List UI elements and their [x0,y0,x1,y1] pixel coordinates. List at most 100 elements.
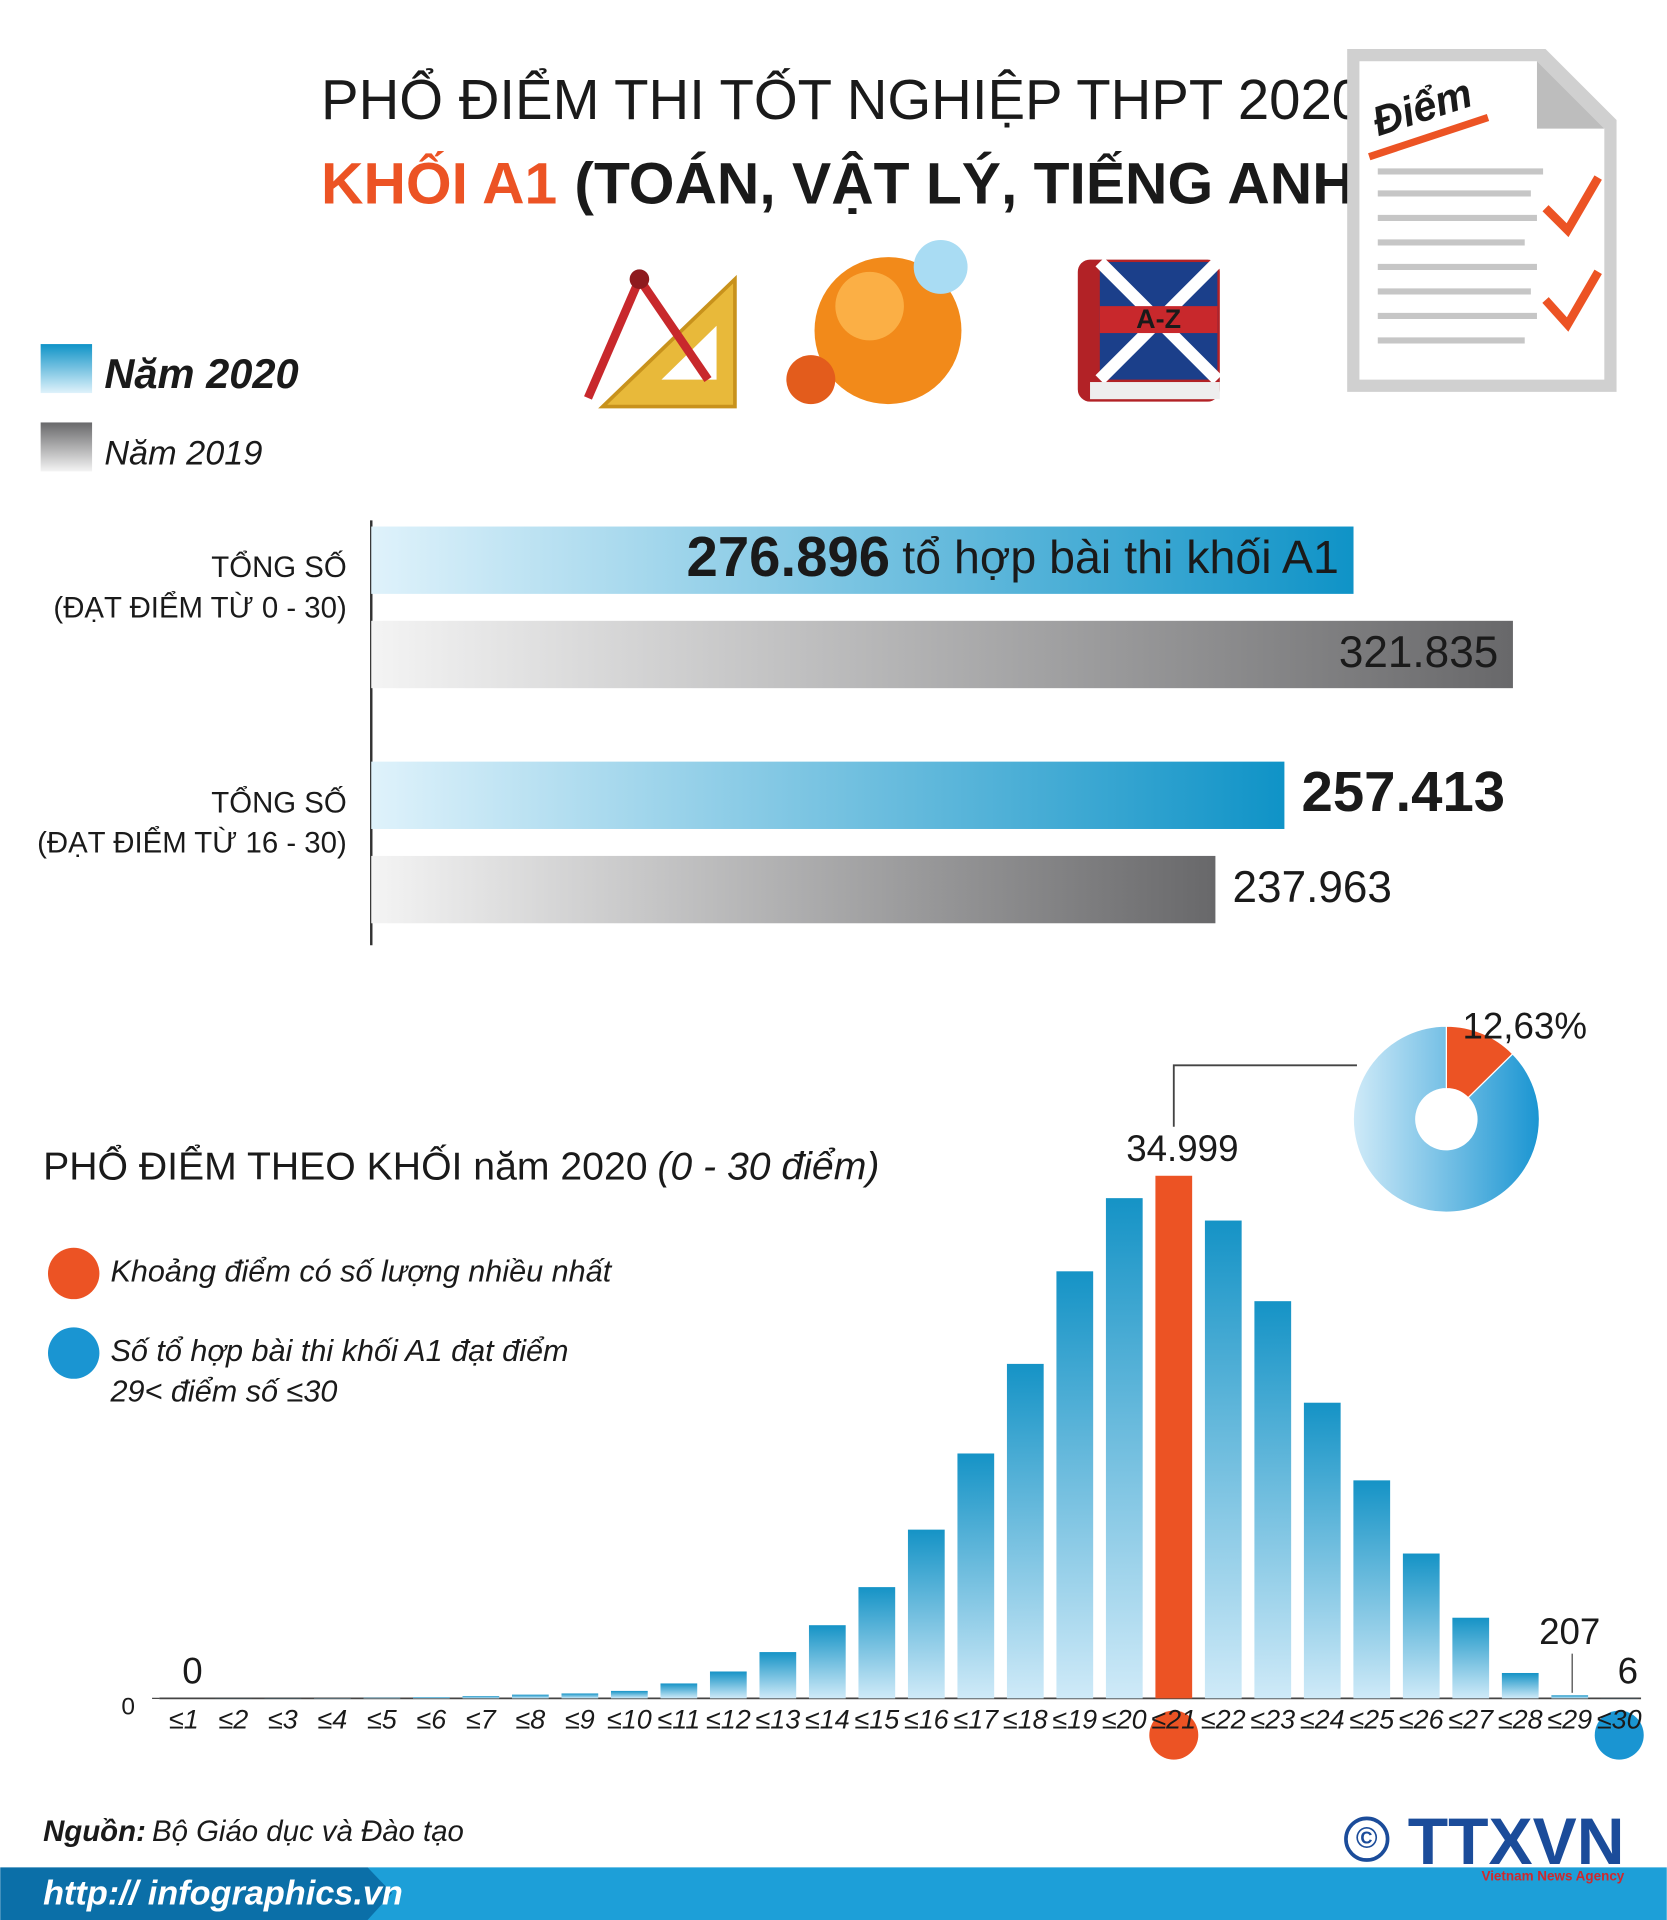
x-tick-label: ≤17 [953,1705,999,1735]
bar [413,1697,450,1699]
bar [808,1625,846,1699]
url: http:// infographics.vn [43,1875,403,1913]
chart-title: PHỔ ĐIỂM THEO KHỐI năm 2020 (0 - 30 điểm) [43,1144,879,1189]
category-label: (ĐẠT ĐIỂM TỪ 0 - 30) [53,591,346,625]
value-label: 34.999 [1126,1128,1238,1169]
x-tick-label: ≤12 [706,1705,751,1735]
book-label: A-Z [1136,304,1181,334]
bar [957,1453,995,1699]
legend-label: Số tổ hợp bài thi khối A1 đạt điểm [110,1334,568,1368]
subtitle-rest: (TOÁN, VẬT LÝ, TIẾNG ANH) [574,149,1374,216]
annotation: tổ hợp bài thi khối A1 [902,531,1339,583]
x-tick-label: ≤29 [1547,1705,1592,1735]
bar [1551,1695,1589,1699]
bar [907,1529,945,1699]
title-note: (0 - 30 điểm) [657,1146,879,1189]
legend-label: Khoảng điểm có số lượng nhiều nhất [110,1255,612,1289]
x-tick-label: ≤10 [607,1705,652,1735]
source: Nguồn: Bộ Giáo dục và Đào tạo [43,1815,464,1848]
x-tick-label: ≤15 [854,1705,900,1735]
value-text: 237.963 [1233,863,1392,912]
value-label: 237.963 [1233,863,1392,912]
bar [1056,1271,1094,1699]
source-text: Bộ Giáo dục và Đào tạo [152,1815,464,1848]
book-icon: A-Z [1077,257,1222,402]
legend-label: 29< điểm số ≤30 [109,1375,337,1409]
x-tick-label: ≤9 [565,1705,595,1735]
bar [1353,1480,1391,1699]
title: PHỔ ĐIỂM THI TỐT NGHIỆP THPT 2020 [321,68,1363,131]
x-tick-label: ≤8 [515,1705,545,1735]
x-tick-label: ≤18 [1003,1705,1048,1735]
bar [1254,1301,1292,1699]
x-tick-label: ≤3 [268,1705,298,1735]
legend-label: Năm 2020 [104,350,298,397]
legend-swatch [40,422,93,472]
x-tick-label: ≤28 [1498,1705,1543,1735]
x-tick-label: ≤19 [1052,1705,1097,1735]
x-tick-label: ≤26 [1399,1705,1444,1735]
bar [1402,1553,1440,1699]
x-tick-label: ≤30 [1597,1705,1642,1735]
physics-icon [786,240,968,405]
bar [371,526,1354,594]
bar [371,620,1513,689]
bar [759,1652,797,1699]
value-text: 276.896 [687,525,891,588]
bar [1303,1402,1341,1699]
copyright-ring [1344,1816,1390,1862]
x-tick-label: ≤6 [417,1705,447,1735]
category-label: TỔNG SỐ [211,785,346,819]
title-text: PHỔ ĐIỂM THEO KHỐI năm 2020 [43,1144,647,1189]
bar [1155,1175,1193,1699]
x-tick-label: ≤21 [1151,1705,1196,1735]
category-label: TỔNG SỐ [211,550,346,584]
bar [1501,1672,1539,1699]
bar [1204,1220,1242,1699]
x-tick-label: ≤13 [755,1705,800,1735]
bar [858,1587,896,1699]
value-label: 276.896 tổ hợp bài thi khối A1 [687,525,1339,588]
bar [709,1671,747,1699]
subtitle: KHỐI A1 (TOÁN, VẬT LÝ, TIẾNG ANH) [321,149,1374,216]
document-icon: Điểm [1347,48,1617,392]
x-tick-label: ≤22 [1201,1705,1246,1735]
bar [610,1690,648,1699]
x-tick-label: ≤20 [1102,1705,1147,1735]
value-text: 257.413 [1302,760,1506,823]
legend-dot [47,1247,100,1300]
x-tick-label: ≤7 [466,1705,497,1735]
bar [561,1693,599,1699]
bar [1452,1617,1490,1699]
marker-dot [1149,1710,1199,1760]
bar [462,1696,500,1699]
value-text: 321.835 [1339,628,1498,677]
value-label: 257.413 [1302,760,1506,823]
x-tick-label: ≤4 [318,1705,348,1735]
bar [371,761,1285,829]
math-icon [584,269,737,409]
copyright: © [1356,1822,1378,1855]
x-tick-label: ≤24 [1300,1705,1345,1735]
bar [660,1683,698,1699]
logo: TTXVN [1408,1805,1625,1879]
legend-dot [47,1327,100,1379]
source-label: Nguồn: [43,1815,146,1848]
x-tick-label: ≤23 [1250,1705,1295,1735]
subtitle-highlight: KHỐI A1 [321,150,557,216]
y-tick-label: 0 [121,1694,135,1721]
bar [363,1697,401,1699]
footer-band-dark [0,1867,393,1920]
category-label: (ĐẠT ĐIỂM TỪ 16 - 30) [37,826,347,860]
value-label: 207 [1539,1611,1600,1652]
x-tick-label: ≤14 [805,1705,850,1735]
footer-band [318,1867,1667,1920]
x-tick-label: ≤11 [657,1705,700,1735]
x-tick-label: ≤27 [1448,1705,1494,1735]
bar [511,1694,549,1699]
bar [1105,1198,1143,1699]
logo-subtitle: Vietnam News Agency [1481,1869,1624,1884]
x-tick-label: ≤2 [219,1705,249,1735]
